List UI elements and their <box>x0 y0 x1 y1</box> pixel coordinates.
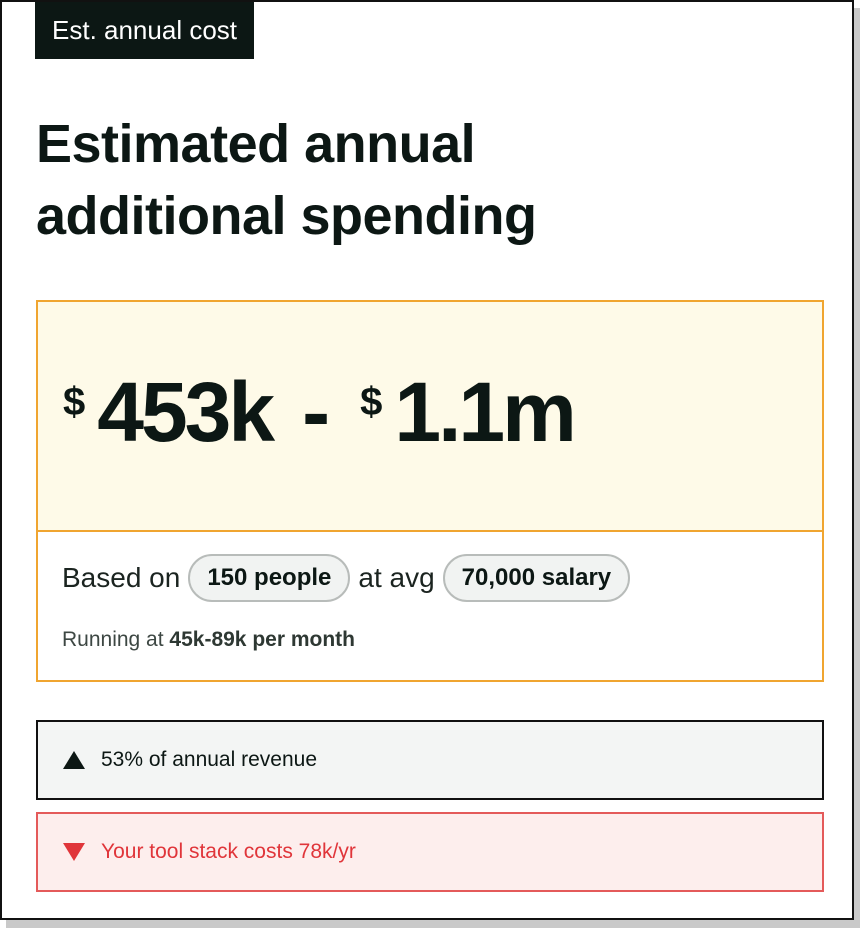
title-line-2: additional spending <box>36 186 537 246</box>
running-prefix: Running at <box>62 628 170 651</box>
tool-stack-alert: Your tool stack costs 78k/yr <box>36 812 824 892</box>
salary-pill[interactable]: 70,000 salary <box>442 554 631 602</box>
range-separator: - <box>302 365 331 459</box>
high-currency: $ <box>360 380 383 424</box>
low-amount: 453k <box>97 365 275 459</box>
low-currency: $ <box>63 380 86 424</box>
running-rate: Running at 45k-89k per month <box>62 628 355 652</box>
estimate-basis-area: Based on 150 people at avg 70,000 salary… <box>38 532 822 680</box>
high-amount: 1.1m <box>394 365 576 459</box>
running-value: 45k-89k per month <box>169 628 355 651</box>
estimate-range-area: $ 453k - $ 1.1m <box>38 302 822 532</box>
title-line-1: Estimated annual <box>36 114 476 174</box>
revenue-alert-text: 53% of annual revenue <box>101 748 317 771</box>
estimate-panel: $ 453k - $ 1.1m Based on 150 people at a… <box>36 300 824 682</box>
people-pill[interactable]: 150 people <box>188 554 351 602</box>
basis-prefix: Based on <box>62 562 181 593</box>
tool-stack-alert-text: Your tool stack costs 78k/yr <box>101 840 356 863</box>
triangle-down-icon <box>63 843 85 861</box>
revenue-alert: 53% of annual revenue <box>36 720 824 800</box>
basis-middle: at avg <box>358 562 435 593</box>
cost-range: $ 453k - $ 1.1m <box>63 364 577 460</box>
page-title: Estimated annual additional spending <box>36 108 537 252</box>
cost-badge: Est. annual cost <box>35 2 254 59</box>
triangle-up-icon <box>63 751 85 769</box>
cost-card: Est. annual cost Estimated annual additi… <box>0 0 854 920</box>
basis-sentence: Based on 150 people at avg 70,000 salary <box>62 554 638 602</box>
